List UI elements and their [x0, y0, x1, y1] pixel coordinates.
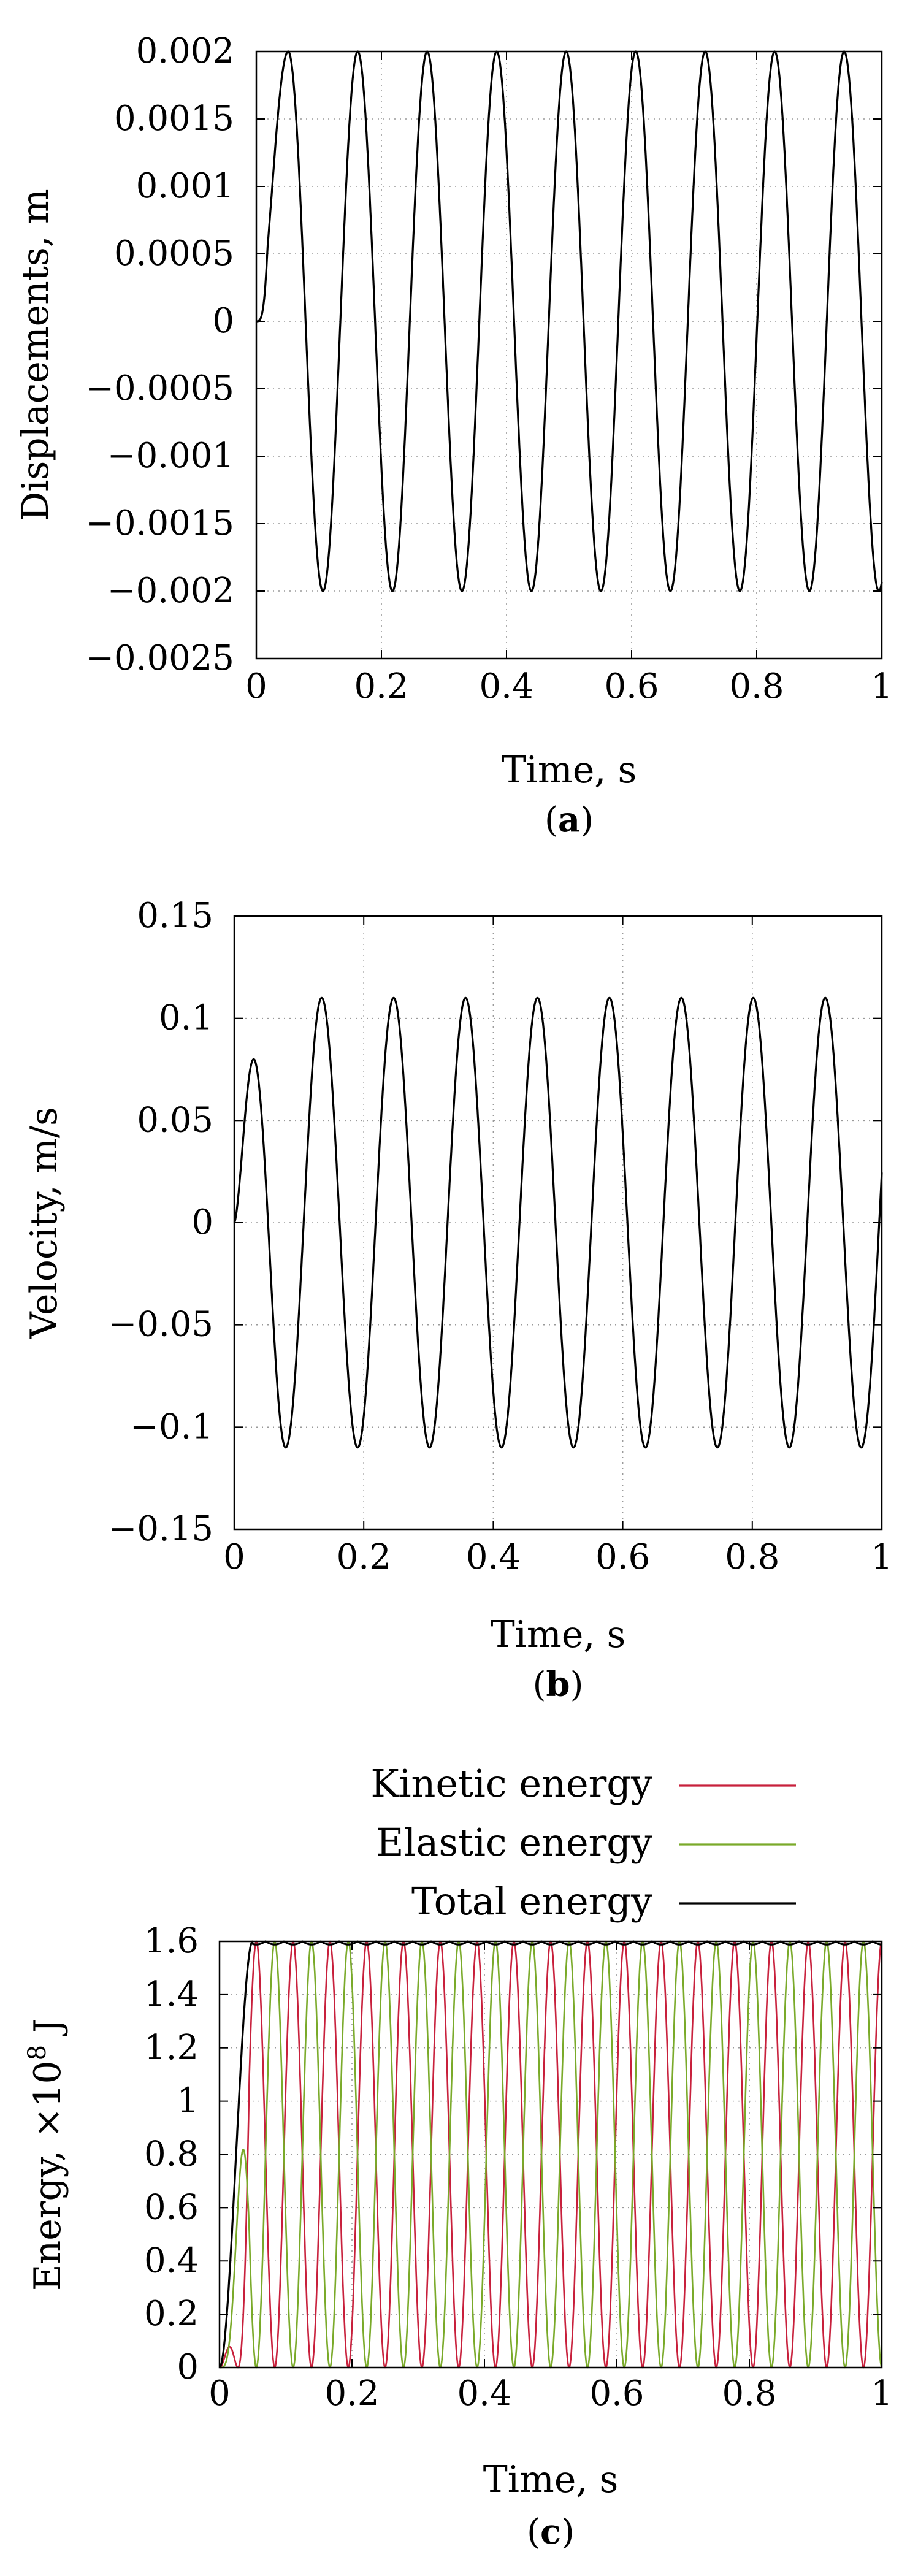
- panel-b-y-tick-label: 0: [191, 1202, 213, 1242]
- panel-b-x-tick-label: 0.6: [595, 1537, 650, 1577]
- panel-a-y-tick-label: 0: [212, 301, 234, 341]
- panel-b-caption-letter: b: [546, 1664, 570, 1705]
- panel-b-x-tick-label: 0: [223, 1537, 245, 1577]
- panel-b-series-response: [233, 996, 883, 1449]
- panel-c-x-tick-label: 0: [208, 2374, 231, 2414]
- panel-c-y-label-exponent: 8: [23, 2045, 52, 2060]
- panel-a-y-tick-label: −0.0015: [85, 503, 234, 543]
- panel-a-frame: [255, 50, 883, 660]
- panel-a-y-tick-label: 0.0015: [114, 99, 234, 139]
- panel-b-grid: [234, 916, 882, 1529]
- panel-c-caption: (c): [527, 2512, 575, 2552]
- panel-a-series-response: [256, 50, 883, 592]
- panel-a: 0.002 0.0015 0.001 0.0005 0 −0.0005 −0.001 −0.0…: [14, 31, 893, 840]
- panel-c-y-tick-label: 0.2: [144, 2294, 199, 2334]
- panel-c-y-tick-label: 1.2: [144, 2028, 199, 2068]
- panel-c-x-tick-label: 0.6: [589, 2374, 644, 2414]
- panel-a-y-tick-label: −0.002: [107, 571, 234, 611]
- panel-c-series-total-energy: [219, 1940, 882, 2369]
- panel-b-x-tick-label: 0.8: [725, 1537, 779, 1577]
- panel-a-caption: (a): [545, 800, 594, 840]
- panel-a-x-label: Time, s: [502, 749, 637, 792]
- panel-c-y-tick-label: 1.4: [144, 1974, 199, 2014]
- panel-c-caption-letter: c: [540, 2512, 561, 2552]
- panel-c-x-label: Time, s: [483, 2458, 619, 2501]
- panel-a-x-tick-label: 0: [245, 667, 267, 706]
- panel-a-y-tick-label: −0.0005: [85, 369, 234, 408]
- panel-b-series: [233, 996, 883, 1449]
- panel-c-y-tick-label: 0.8: [144, 2135, 199, 2174]
- panel-b-y-tick-label: −0.15: [108, 1509, 213, 1549]
- legend-label: Total energy: [411, 1879, 652, 1924]
- panel-b-y-tick-label: −0.05: [108, 1305, 213, 1345]
- panel-c-y-tick-label: 0.4: [144, 2241, 199, 2280]
- panel-c-x-tick-label: 0.4: [457, 2374, 511, 2414]
- legend-label: Elastic energy: [376, 1820, 652, 1865]
- panel-a-x-tick-label: 1: [871, 667, 893, 706]
- panel-a-y-tick-label: −0.001: [107, 436, 234, 476]
- panel-a-grid: [256, 52, 882, 659]
- panel-a-y-label: Displacements, m: [14, 189, 57, 521]
- panel-c-y-ticks: 1.6 1.4 1.2 1 0.8 0.6 0.4 0.2 0: [144, 1921, 882, 2387]
- panel-b-x-tick-label: 1: [871, 1537, 893, 1577]
- panel-b-y-tick-label: 0.15: [137, 896, 213, 936]
- panel-b-caption: (b): [533, 1664, 584, 1705]
- panel-c-y-tick-label: 0.6: [144, 2187, 199, 2227]
- panel-a-caption-letter: a: [558, 800, 580, 840]
- panel-a-y-tick-label: −0.0025: [85, 638, 234, 678]
- panel-a-x-tick-label: 0.4: [479, 667, 533, 706]
- panel-a-x-ticks: 0 0.2 0.4 0.6 0.8 1: [245, 52, 893, 706]
- panel-c-y-tick-label: 1.6: [144, 1921, 199, 1961]
- panel-a-y-ticks: 0.002 0.0015 0.001 0.0005 0 −0.0005 −0.001 −0.0…: [85, 31, 882, 678]
- panel-a-series: [256, 50, 883, 592]
- panel-c-x-tick-label: 0.2: [324, 2374, 379, 2414]
- panel-b-y-tick-label: −0.1: [130, 1407, 213, 1447]
- panel-c-y-tick-label: 1: [177, 2081, 199, 2121]
- panel-c-y-tick-label: 0: [177, 2347, 199, 2387]
- panel-c-x-ticks: 0 0.2 0.4 0.6 0.8 1: [208, 1941, 893, 2414]
- panel-c-y-label-unit: J: [26, 2019, 69, 2045]
- panel-b-y-label: Velocity, m/s: [23, 1107, 66, 1339]
- panel-a-y-tick-label: 0.001: [136, 166, 234, 206]
- panel-c: Kinetic energy Elastic energy Total energy…: [23, 1761, 893, 2552]
- panel-c-y-label: Energy, ×108 J: [23, 2019, 69, 2291]
- panel-b-y-tick-label: 0.1: [159, 998, 213, 1038]
- panel-a-x-tick-label: 0.2: [354, 667, 408, 706]
- panel-c-y-label-text: Energy, ×10: [26, 2060, 69, 2291]
- panel-b: 0.15 0.1 0.05 0 −0.05 −0.1 −0.15 0 0.2 0.4 0.6 0.8…: [23, 896, 893, 1705]
- panel-a-x-tick-label: 0.8: [729, 667, 784, 706]
- panel-b-x-label: Time, s: [491, 1613, 626, 1656]
- panel-a-x-tick-label: 0.6: [604, 667, 659, 706]
- panel-c-x-tick-label: 1: [871, 2374, 893, 2414]
- panel-c-grid: [220, 1941, 882, 2368]
- panel-b-x-tick-label: 0.4: [466, 1537, 521, 1577]
- panel-b-y-tick-label: 0.05: [137, 1100, 213, 1140]
- panel-a-y-tick-label: 0.0005: [114, 234, 234, 273]
- panel-c-legend: Kinetic energy Elastic energy Total energy: [370, 1761, 796, 1924]
- panel-b-frame: [233, 915, 883, 1531]
- panel-b-x-tick-label: 0.2: [337, 1537, 391, 1577]
- panel-b-x-ticks: 0 0.2 0.4 0.6 0.8 1: [223, 916, 893, 1577]
- legend-label: Kinetic energy: [370, 1761, 652, 1806]
- panel-b-y-ticks: 0.15 0.1 0.05 0 −0.05 −0.1 −0.15: [108, 896, 882, 1549]
- panel-c-x-tick-label: 0.8: [722, 2374, 776, 2414]
- panel-a-y-tick-label: 0.002: [136, 31, 234, 71]
